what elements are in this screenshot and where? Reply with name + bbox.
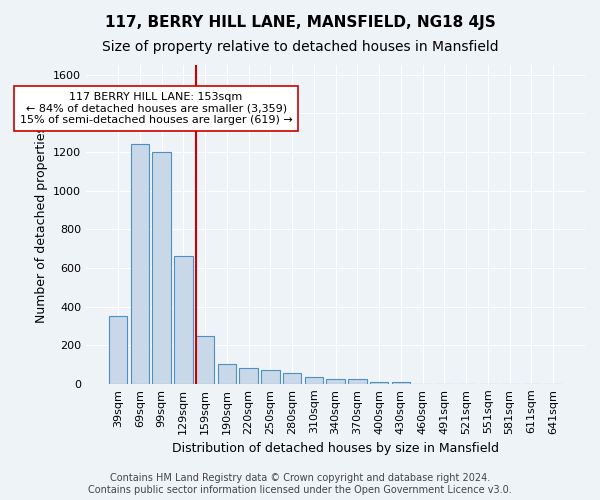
Text: 117 BERRY HILL LANE: 153sqm
← 84% of detached houses are smaller (3,359)
15% of : 117 BERRY HILL LANE: 153sqm ← 84% of det… — [20, 92, 292, 126]
Bar — [261, 370, 280, 384]
Bar — [326, 379, 345, 384]
Bar — [239, 368, 258, 384]
Bar — [109, 316, 127, 384]
Bar — [152, 152, 171, 384]
Text: 117, BERRY HILL LANE, MANSFIELD, NG18 4JS: 117, BERRY HILL LANE, MANSFIELD, NG18 4J… — [104, 15, 496, 30]
Bar — [174, 256, 193, 384]
Bar — [218, 364, 236, 384]
Text: Contains HM Land Registry data © Crown copyright and database right 2024.
Contai: Contains HM Land Registry data © Crown c… — [88, 474, 512, 495]
Bar — [370, 382, 388, 384]
Text: Size of property relative to detached houses in Mansfield: Size of property relative to detached ho… — [101, 40, 499, 54]
Bar — [392, 382, 410, 384]
X-axis label: Distribution of detached houses by size in Mansfield: Distribution of detached houses by size … — [172, 442, 499, 455]
Bar — [348, 379, 367, 384]
Y-axis label: Number of detached properties: Number of detached properties — [35, 126, 47, 323]
Bar — [131, 144, 149, 384]
Bar — [305, 377, 323, 384]
Bar — [283, 373, 301, 384]
Bar — [196, 336, 214, 384]
